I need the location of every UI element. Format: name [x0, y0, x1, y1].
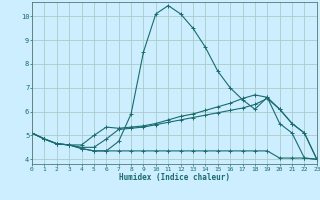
X-axis label: Humidex (Indice chaleur): Humidex (Indice chaleur): [119, 173, 230, 182]
